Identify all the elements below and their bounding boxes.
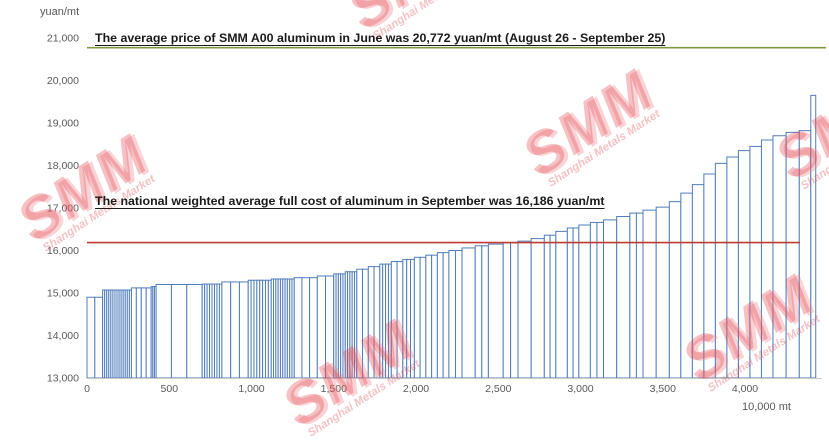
x-tick-label: 0 [84,383,90,395]
y-tick-label: 17,000 [47,203,79,215]
cost-curve-bar [442,252,450,379]
cost-curve-bar [293,277,303,379]
cost-curve-bar [186,284,203,379]
cost-curve-bar [714,162,728,379]
cost-curve-bar [481,245,489,379]
x-tick-label: 3,500 [650,383,676,395]
cost-curve-bar [589,221,598,379]
y-tick-label: 19,000 [47,118,79,130]
cost-curve-bar [396,261,404,379]
cost-curve-bar [316,275,327,379]
y-axis-unit-label: yuan/mt [40,6,80,18]
cost-curve-bar [578,224,591,379]
cost-curve-bar [635,212,644,379]
cost-curve-bar [668,201,682,379]
y-tick-label: 20,000 [47,75,79,87]
cost-curve-bar [413,256,421,379]
cost-curve-bar [367,266,375,379]
x-tick-label: 3,000 [567,383,593,395]
cost-curve-bar [448,250,456,379]
cost-curve-bar [356,268,364,379]
cost-curve-bar [629,212,637,379]
cost-curve-bar [461,247,476,379]
x-axis-unit-label: 10,000 mt [742,401,791,413]
cost-curve-bar [655,206,670,379]
cost-curve-bar [810,94,817,379]
cost-curve-bar [140,287,147,379]
cost-curve-bar [530,238,545,379]
cost-curve-bar [230,281,240,379]
cost-curve-bar [596,221,605,379]
x-tick-label: 1,000 [238,383,264,395]
cost-curve-bar [130,287,137,379]
cost-curve-bar [603,219,618,379]
cost-curve-bar [362,268,369,379]
cost-curve-bar [410,258,415,379]
cost-curve-bar [419,256,427,379]
cost-curve-bar [390,261,398,379]
cost-curve-bar [425,254,433,379]
cost-curve-bar [798,130,812,379]
cost-curve-bar [155,284,172,379]
cost-curve-bar [309,277,318,379]
cost-curve-bar [502,242,512,379]
x-tick-label: 2,500 [485,383,511,395]
cost-curve-bar [726,156,739,379]
cost-curve-bar [785,131,800,379]
y-tick-label: 18,000 [47,160,79,172]
cost-curve-bar [454,250,463,379]
cost-curve-bar [749,145,762,379]
cost-curve-bar [86,296,96,379]
cost-curve-bar [436,252,444,379]
cost-curve-bar [373,266,381,379]
cost-curve-bar [543,234,551,379]
cost-curve-bar [170,284,188,379]
average-price-annotation: The average price of SMM A00 aluminum in… [95,31,666,45]
cost-curve-bar [760,139,774,379]
cost-curve-bar [680,192,693,379]
cost-curve-bar [737,150,751,379]
cost-curve-bar [691,184,705,379]
cost-curve-bar [487,243,504,379]
cost-curve-bar [221,281,232,379]
cost-curve-bar [566,227,574,379]
cost-curve-bar [325,275,335,379]
x-tick-label: 500 [161,383,179,395]
cost-curve-bar [238,281,249,379]
cost-curve-bar [549,234,557,379]
cost-curve-bar [145,287,152,379]
cost-curve-bar [616,216,631,379]
y-tick-label: 21,000 [47,33,79,45]
cost-curve-bar [301,277,311,379]
cost-curve-bar [642,209,657,379]
cost-curve-bar [517,240,532,379]
average-cost-annotation: The national weighted average full cost … [95,194,605,208]
y-tick-label: 13,000 [47,373,79,385]
cost-curve-bar [431,254,438,379]
cost-curve-bar [772,135,787,379]
cost-curve-bar [94,296,104,379]
cost-curve-bar [135,287,142,379]
x-tick-label: 1,500 [321,383,347,395]
y-tick-label: 16,000 [47,245,79,257]
cost-curve-bar [402,258,408,379]
y-tick-label: 15,000 [47,288,79,300]
cost-curve-bar [510,242,519,379]
cost-curve-bar [703,173,716,379]
cost-curve-bar [572,227,580,379]
x-tick-label: 2,000 [403,383,429,395]
cost-curve-bar [406,258,412,379]
cost-curve-bar [555,230,568,379]
x-tick-label: 4,000 [732,383,758,395]
cost-curve-bar [474,245,483,379]
y-tick-label: 14,000 [47,330,79,342]
